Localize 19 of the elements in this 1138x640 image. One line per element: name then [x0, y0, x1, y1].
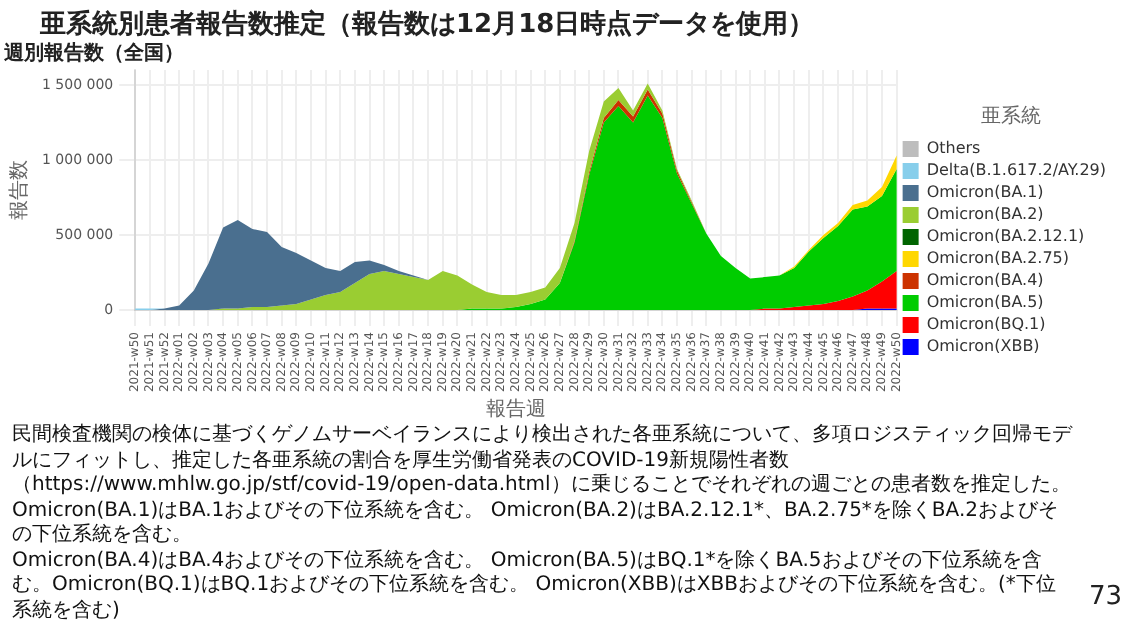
legend-label: Omicron(BA.2) — [926, 205, 1044, 224]
legend-label: Omicron(BA.2.12.1) — [926, 227, 1085, 246]
text: 民間検査機関の検体に基づくゲノムサーベイランスにより検出された各亜系統について、多項ロジスティック回帰モデルにフィットし、推定した各亜系統の割合を厚生労働省発表のCOVID-19新規陽性者数（https://www.mhlw.go.jp/stf/covid-19/open-data.html）に乗じることでそれぞれの週ごとの患者数を推定した。 — [12, 424, 1072, 499]
legend-label: Omicron(BA.4) — [926, 271, 1044, 290]
legend-label: Omicron(BA.5) — [926, 293, 1044, 312]
y-axis-title: 報告数 — [7, 160, 32, 221]
legend-label: Others — [926, 139, 981, 158]
legend-label: Delta(B.1.617.2/AY.29) — [926, 161, 1106, 180]
text: Omicron(BA.4)はBA.4およびその下位系統を含む。 Omicron(BA.5)はBQ.1*を除くBA.5およびその下位系統を含む。Omicron(BQ.1)はBQ.1およびその下位系統を含む。 Omicron(XBB)はXBBおよびその下位系統を含む。(*下位系統を含む) — [12, 549, 1058, 624]
legend-label: Omicron(BA.1) — [926, 183, 1044, 202]
chart-subtitle: 週別報告数（全国） — [2, 41, 184, 66]
text: 73 — [1088, 582, 1122, 612]
legend-label: Omicron(XBB) — [926, 337, 1040, 356]
legend-title: 亜系統 — [981, 104, 1042, 129]
legend-label: Omicron(BA.2.75) — [926, 249, 1070, 268]
x-axis-title: 報告週 — [485, 397, 546, 422]
chart-title: 亜系統別患者報告数推定（報告数は12月18日時点データを使用） — [38, 7, 817, 42]
legend-label: Omicron(BQ.1) — [926, 315, 1046, 334]
text: Omicron(BA.1)はBA.1およびその下位系統を含む。 Omicron(BA.2)はBA.2.12.1*、BA.2.75*を除くBA.2およびその下位系統を含む。 — [12, 499, 1061, 549]
